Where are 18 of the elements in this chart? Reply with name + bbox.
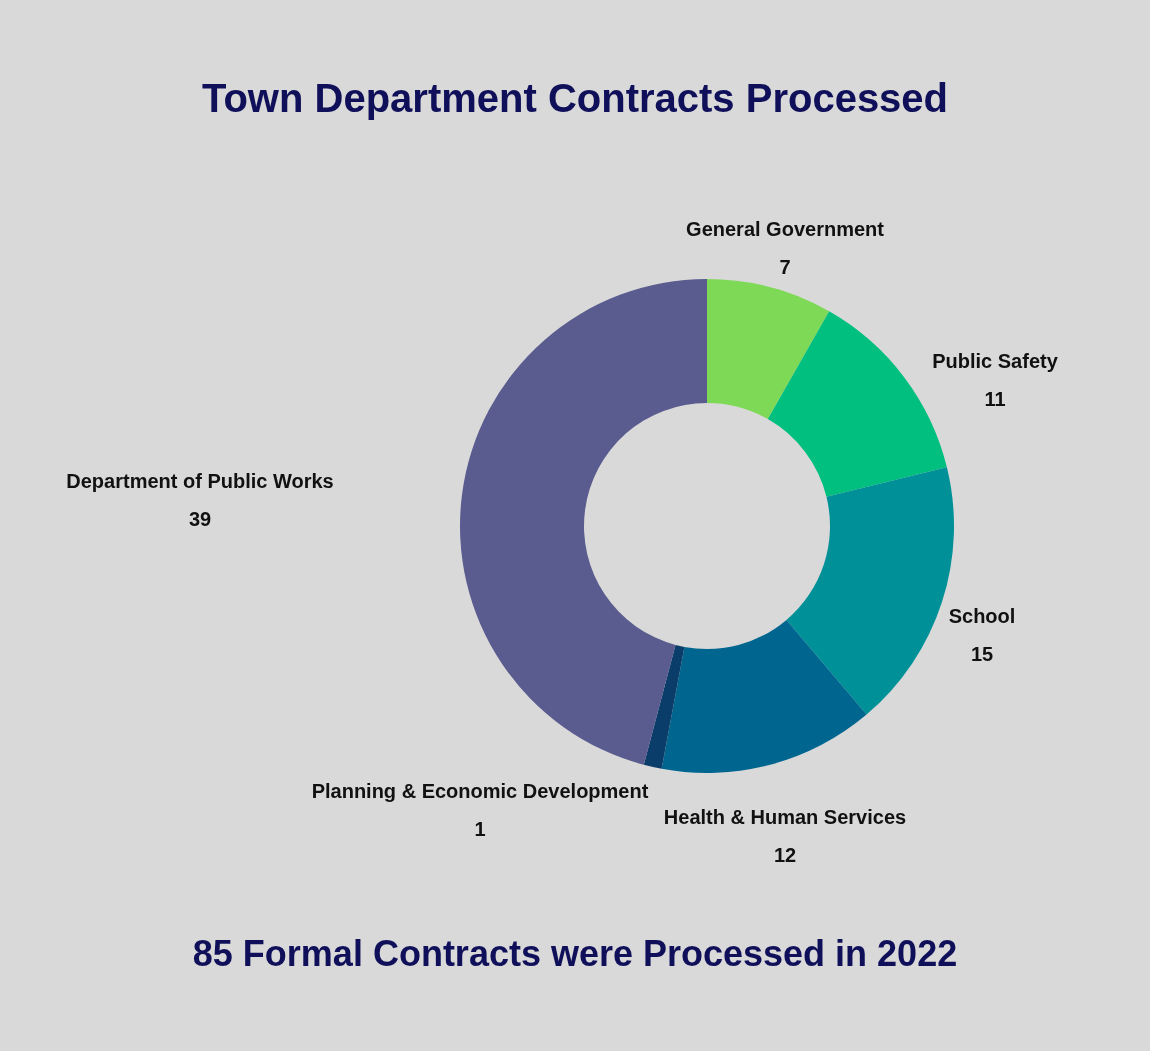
- slice-label: Department of Public Works: [66, 470, 334, 492]
- slice-label: Health & Human Services: [663, 806, 907, 828]
- data-label: 39: [188, 508, 212, 530]
- data-label: 12: [773, 844, 797, 866]
- donut-slice: [707, 279, 830, 420]
- data-label: 15: [970, 643, 994, 665]
- donut-slice: [460, 279, 707, 765]
- data-label: 7: [779, 256, 791, 278]
- data-label: 11: [984, 388, 1006, 410]
- data-label: 1: [474, 818, 486, 840]
- donut-slice: [643, 644, 685, 769]
- slice-label: Planning & Economic Development: [311, 780, 649, 802]
- chart-title: Town Department Contracts Processed: [201, 76, 949, 120]
- slice-label: Public Safety: [932, 350, 1059, 372]
- slice-label: General Government: [686, 218, 885, 240]
- text: 85 Formal Contracts were Processed in 2022: [192, 933, 958, 974]
- donut-slice: [661, 619, 867, 773]
- slice-label: School: [948, 605, 1016, 627]
